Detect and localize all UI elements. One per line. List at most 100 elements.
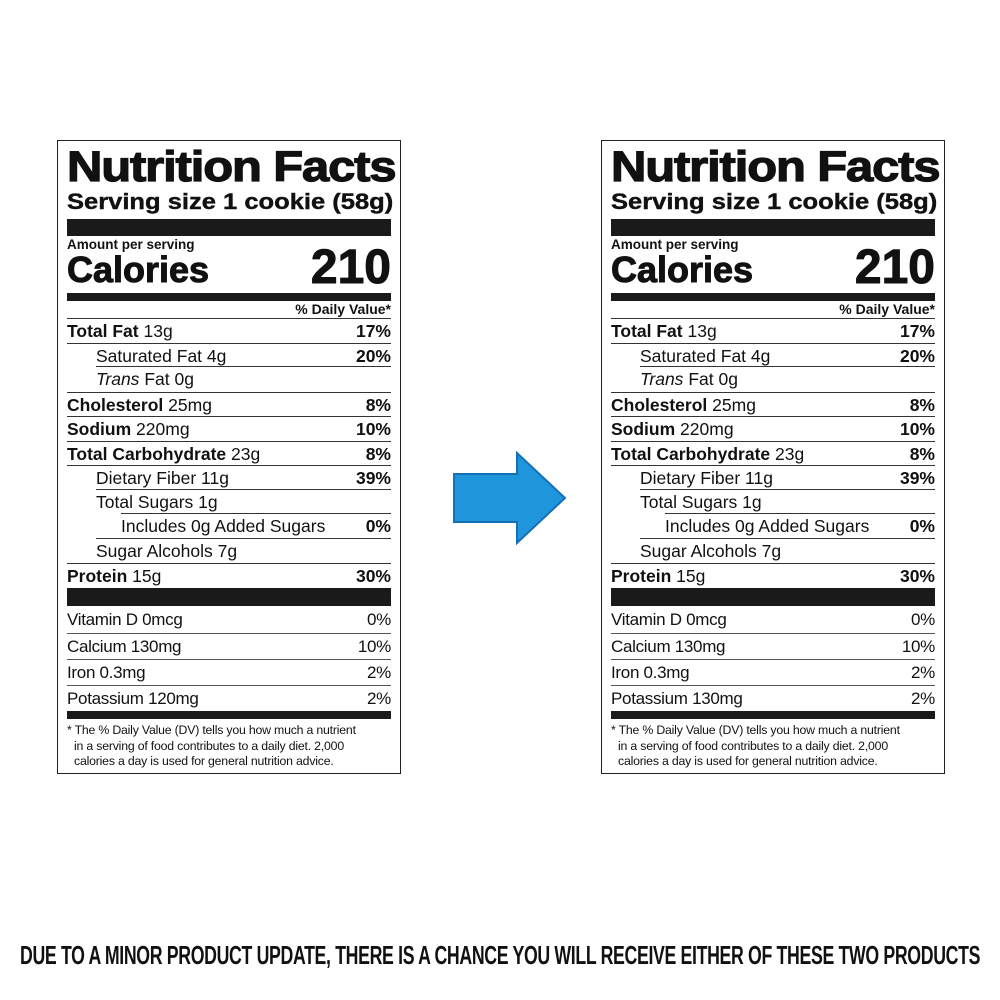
nutrient-daily-value: 8% <box>365 394 391 415</box>
vitamin-row: Vitamin D 0mcg 0% <box>611 607 935 633</box>
medium-divider <box>611 711 935 719</box>
vitamin-name: Potassium 120mg <box>67 689 199 708</box>
nutrient-name: Protein 15g <box>611 564 705 588</box>
nutrient-row: Includes 0g Added Sugars 0% <box>611 513 935 539</box>
nutrient-amount: 23g <box>775 443 805 464</box>
nutrient-daily-value: 20% <box>899 345 935 366</box>
nutrient-amount: 1g <box>742 491 762 512</box>
nutrient-name: Protein 15g <box>67 564 161 588</box>
nutrient-name: Total Sugars 1g <box>640 490 762 514</box>
amount-per-serving: Amount per serving <box>611 237 739 252</box>
row-divider <box>640 488 935 490</box>
nutrient-label: Trans <box>640 369 684 389</box>
label-content: Nutrition Facts Serving size 1 cookie (58… <box>66 141 397 773</box>
nutrient-daily-value: 30% <box>899 566 935 586</box>
nutrient-label: Cholesterol <box>611 394 708 415</box>
calories-value: 210 <box>310 241 391 294</box>
vitamin-name: Iron 0.3mg <box>67 663 146 682</box>
row-divider <box>665 513 935 514</box>
nutrient-amount: 0g <box>718 369 738 389</box>
row-divider <box>96 488 391 490</box>
nutrient-row: Includes 0g Added Sugars 0% <box>67 513 391 539</box>
nutrient-name: Saturated Fat 4g <box>96 344 226 368</box>
nutrient-row: Cholesterol 25mg 8% <box>67 391 391 418</box>
nutrient-label-suffix: Fat <box>144 369 170 389</box>
nutrient-label: Saturated Fat <box>96 345 203 366</box>
nutrient-name: Trans Fat 0g <box>640 367 738 391</box>
medium-divider <box>611 293 935 301</box>
nutrient-amount: 4g <box>206 345 227 366</box>
nutrient-row: Cholesterol 25mg 8% <box>611 391 935 418</box>
vitamin-row: Iron 0.3mg 2% <box>611 659 935 686</box>
nutrient-row: Total Sugars 1g <box>611 488 935 515</box>
nutrition-facts-label: Nutrition Facts Serving size 1 cookie (58… <box>57 140 401 774</box>
vitamin-name: Calcium 130mg <box>67 637 182 656</box>
label-content: Nutrition Facts Serving size 1 cookie (58… <box>610 141 941 773</box>
nutrient-row: Total Fat 13g 17% <box>67 318 391 344</box>
footnote-line: in a serving of food contributes to a da… <box>618 738 888 753</box>
nutrient-amount: 15g <box>132 566 162 586</box>
medium-divider <box>67 293 391 301</box>
calories-label: Calories <box>610 249 754 291</box>
nutrient-daily-value: 0% <box>365 516 391 536</box>
nutrient-amount: 4g <box>750 345 771 366</box>
calories-value: 210 <box>854 241 935 294</box>
footnote: * The % Daily Value (DV) tells you how m… <box>67 723 391 770</box>
vitamin-daily-value: 0% <box>911 610 935 629</box>
nutrient-daily-value: 17% <box>355 321 391 341</box>
nutrient-label: Sugar Alcohols <box>640 540 757 561</box>
nutrient-row: Total Fat 13g 17% <box>611 318 935 344</box>
nutrient-amount: 13g <box>143 321 173 341</box>
nutrient-row: Protein 15g 30% <box>611 563 935 589</box>
nutrient-amount: 0g <box>174 369 194 389</box>
nutrient-amount: 15g <box>676 566 706 586</box>
vitamin-row: Potassium 130mg 2% <box>611 685 935 712</box>
footnote-line: calories a day is used for general nutri… <box>74 754 334 768</box>
vitamin-daily-value: 2% <box>911 663 935 682</box>
nutrient-amount: 23g <box>231 443 261 464</box>
vitamin-row: Calcium 130mg 10% <box>611 633 935 660</box>
nutrient-name: Sodium 220mg <box>67 417 190 441</box>
nutrient-label: Total Fat <box>611 321 683 341</box>
nutrient-row: Dietary Fiber 11g 39% <box>67 465 391 491</box>
nutrient-label: Total Fat <box>67 321 139 341</box>
nutrient-name: Saturated Fat 4g <box>640 344 770 368</box>
nutrient-daily-value: 10% <box>899 419 935 439</box>
nutrient-amount: 11g <box>745 468 773 488</box>
vitamin-daily-value: 2% <box>367 689 391 708</box>
row-divider <box>96 366 391 367</box>
nutrient-row: Total Carbohydrate 23g 8% <box>67 440 391 467</box>
nutrient-row: Total Sugars 1g <box>67 488 391 515</box>
daily-value-header: % Daily Value* <box>295 301 391 317</box>
nutrition-facts-label: Nutrition Facts Serving size 1 cookie (58… <box>601 140 945 774</box>
row-divider <box>121 513 391 514</box>
nutrient-label: Dietary Fiber <box>96 468 197 488</box>
nutrient-name: Cholesterol 25mg <box>611 393 756 417</box>
nutrient-label: Total Sugars <box>96 491 194 512</box>
nutrient-label: Saturated Fat <box>640 345 747 366</box>
footnote: * The % Daily Value (DV) tells you how m… <box>611 723 935 770</box>
nutrient-row: Total Carbohydrate 23g 8% <box>611 440 935 467</box>
amount-per-serving: Amount per serving <box>67 237 195 252</box>
serving-size: Serving size 1 cookie (58g) <box>67 189 394 214</box>
nutrient-label: Dietary Fiber <box>640 468 741 488</box>
nutrient-label-suffix: Fat <box>688 369 714 389</box>
nutrient-row: Sugar Alcohols 7g <box>67 537 391 564</box>
nutrient-name: Dietary Fiber 11g <box>640 466 773 490</box>
nutrient-label: Cholesterol <box>67 394 164 415</box>
product-update-notice: DUE TO A MINOR PRODUCT UPDATE, THERE IS … <box>20 940 981 970</box>
nutrient-row: Saturated Fat 4g 20% <box>611 342 935 369</box>
thick-divider <box>67 588 391 606</box>
right-arrow-icon <box>453 451 567 545</box>
vitamin-daily-value: 2% <box>367 663 391 682</box>
nutrient-label: Protein <box>611 566 672 586</box>
vitamin-daily-value: 0% <box>367 610 391 629</box>
nutrient-row: Trans Fat 0g <box>67 366 391 392</box>
row-divider <box>640 537 935 539</box>
nutrient-name: Sodium 220mg <box>611 417 734 441</box>
nutrient-label: Sugar Alcohols <box>96 540 213 561</box>
nutrient-label: Total Carbohydrate <box>611 443 771 464</box>
nutrient-name: Total Fat 13g <box>67 319 173 343</box>
nutrient-label: Protein <box>67 566 128 586</box>
nutrient-label: Trans <box>96 369 140 389</box>
